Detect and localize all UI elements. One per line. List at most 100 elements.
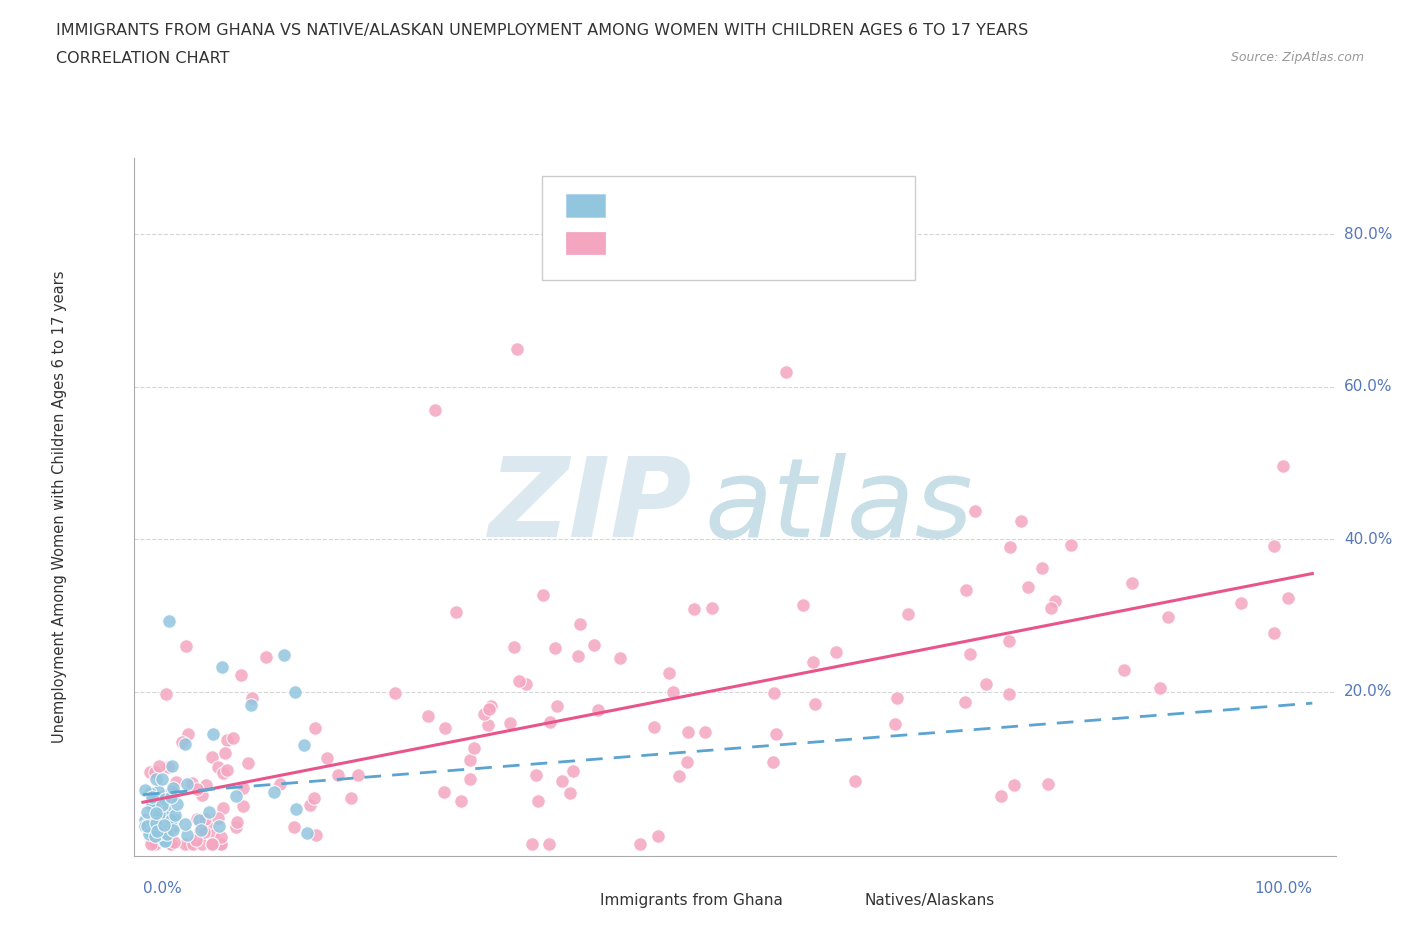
Point — [463, 740, 485, 755]
Point — [165, 775, 187, 790]
Point — [209, 830, 232, 844]
Point — [212, 765, 235, 780]
Point — [145, 764, 167, 779]
Point — [197, 819, 219, 834]
Point — [157, 614, 180, 629]
Point — [153, 787, 176, 802]
Point — [292, 737, 315, 752]
Point — [188, 824, 211, 839]
Text: Source: ZipAtlas.com: Source: ZipAtlas.com — [1230, 51, 1364, 64]
Text: IMMIGRANTS FROM GHANA VS NATIVE/ALASKAN UNEMPLOYMENT AMONG WOMEN WITH CHILDREN A: IMMIGRANTS FROM GHANA VS NATIVE/ALASKAN … — [56, 23, 1029, 38]
Point — [207, 810, 229, 825]
Point — [239, 698, 262, 712]
Point — [211, 659, 233, 674]
Point — [531, 587, 554, 602]
Point — [176, 828, 198, 843]
Point — [159, 837, 181, 852]
Point — [134, 812, 156, 827]
Point — [433, 785, 456, 800]
Point — [190, 823, 212, 838]
Point — [153, 820, 176, 835]
Point — [478, 702, 501, 717]
Point — [193, 825, 215, 840]
Text: Natives/Alaskans: Natives/Alaskans — [865, 894, 994, 909]
Text: R = 0.024: R = 0.024 — [621, 196, 704, 215]
Point — [160, 758, 183, 773]
Point — [160, 783, 183, 798]
Point — [139, 837, 162, 852]
Point — [225, 789, 247, 804]
Point — [543, 641, 565, 656]
Point — [326, 768, 349, 783]
Point — [181, 837, 204, 852]
Point — [202, 828, 225, 843]
Point — [763, 685, 786, 700]
Point — [558, 786, 581, 801]
FancyBboxPatch shape — [567, 895, 588, 908]
Point — [145, 823, 167, 838]
Point — [508, 673, 530, 688]
Point — [990, 789, 1012, 804]
Point — [998, 686, 1021, 701]
Point — [148, 806, 170, 821]
Point — [146, 784, 169, 799]
Point — [458, 752, 481, 767]
Point — [232, 798, 254, 813]
Point — [273, 648, 295, 663]
Point — [212, 801, 235, 816]
Point — [762, 755, 785, 770]
Point — [775, 365, 797, 379]
Point — [143, 829, 166, 844]
Point — [153, 833, 176, 848]
Point — [339, 790, 361, 805]
Point — [209, 837, 232, 852]
Text: ZIP: ZIP — [489, 453, 693, 561]
Point — [138, 826, 160, 841]
Point — [1112, 663, 1135, 678]
Point — [1060, 538, 1083, 553]
Point — [186, 812, 208, 827]
Point — [567, 649, 589, 664]
Point — [145, 772, 167, 787]
Point — [522, 837, 544, 852]
Point — [693, 724, 716, 739]
Point — [177, 726, 200, 741]
Point — [1010, 514, 1032, 529]
Point — [444, 604, 467, 619]
Point — [173, 837, 195, 852]
Point — [1263, 538, 1285, 553]
Point — [145, 837, 167, 852]
Point — [1121, 576, 1143, 591]
Point — [150, 798, 173, 813]
Point — [474, 707, 496, 722]
Text: 100.0%: 100.0% — [1254, 881, 1312, 896]
Point — [173, 737, 195, 751]
Point — [974, 677, 997, 692]
Point — [156, 804, 179, 818]
Point — [856, 242, 879, 257]
Point — [207, 760, 229, 775]
Point — [197, 804, 219, 819]
Point — [304, 790, 326, 805]
Point — [792, 598, 814, 613]
Text: Immigrants from Ghana: Immigrants from Ghana — [600, 894, 783, 909]
Point — [231, 668, 253, 683]
Point — [190, 788, 212, 803]
Point — [141, 797, 163, 812]
Point — [159, 813, 181, 828]
Point — [502, 640, 524, 655]
Point — [145, 805, 167, 820]
Point — [177, 837, 200, 852]
Point — [193, 812, 215, 827]
Point — [458, 772, 481, 787]
Point — [202, 726, 225, 741]
Point — [662, 684, 685, 699]
Point — [181, 776, 204, 790]
Point — [232, 781, 254, 796]
Point — [217, 763, 239, 777]
Point — [682, 602, 704, 617]
Point — [884, 717, 907, 732]
Point — [184, 832, 207, 847]
Text: N = 153: N = 153 — [759, 234, 828, 252]
Point — [160, 790, 183, 804]
